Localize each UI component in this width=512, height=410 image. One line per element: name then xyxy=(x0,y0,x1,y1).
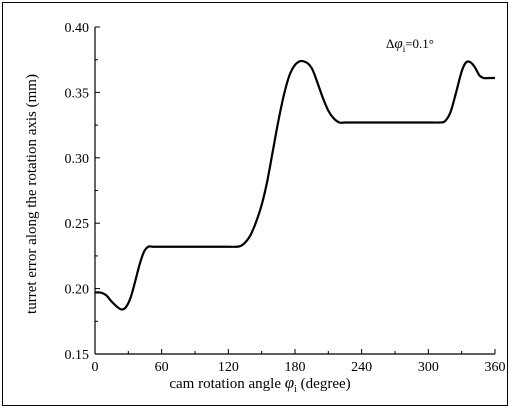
y-tick-label: 0.20 xyxy=(65,283,90,298)
y-tick-label: 0.40 xyxy=(65,21,90,36)
axes xyxy=(94,27,495,355)
annotation: Δφi=0.1° xyxy=(386,36,434,54)
y-axis-label: turret error along the rotation axis (mm… xyxy=(24,74,40,314)
x-tick-label: 120 xyxy=(218,360,239,375)
x-tick-label: 360 xyxy=(485,360,506,375)
y-tick-label: 0.35 xyxy=(65,86,90,101)
ticks: 0 60 120 180 240 300 360 0.15 0.20 0.25 0.30 0.35 0.… xyxy=(65,21,506,375)
x-tick-label: 180 xyxy=(285,360,306,375)
y-tick-label: 0.15 xyxy=(65,348,90,363)
x-tick-label: 300 xyxy=(418,360,439,375)
chart-frame xyxy=(2,2,508,406)
series-group xyxy=(94,59,495,311)
x-tick-label: 0 xyxy=(92,360,99,375)
y-tick-label: 0.25 xyxy=(65,217,90,232)
x-axis-label-symbol: φ xyxy=(285,373,294,392)
x-axis-label-subscript: i xyxy=(294,384,297,395)
y-tick-label: 0.30 xyxy=(65,152,90,167)
series-line xyxy=(94,59,495,311)
x-tick-label: 60 xyxy=(155,360,169,375)
x-tick-label: 240 xyxy=(351,360,372,375)
x-axis-label: cam rotation angle φi (degree) xyxy=(169,373,350,395)
